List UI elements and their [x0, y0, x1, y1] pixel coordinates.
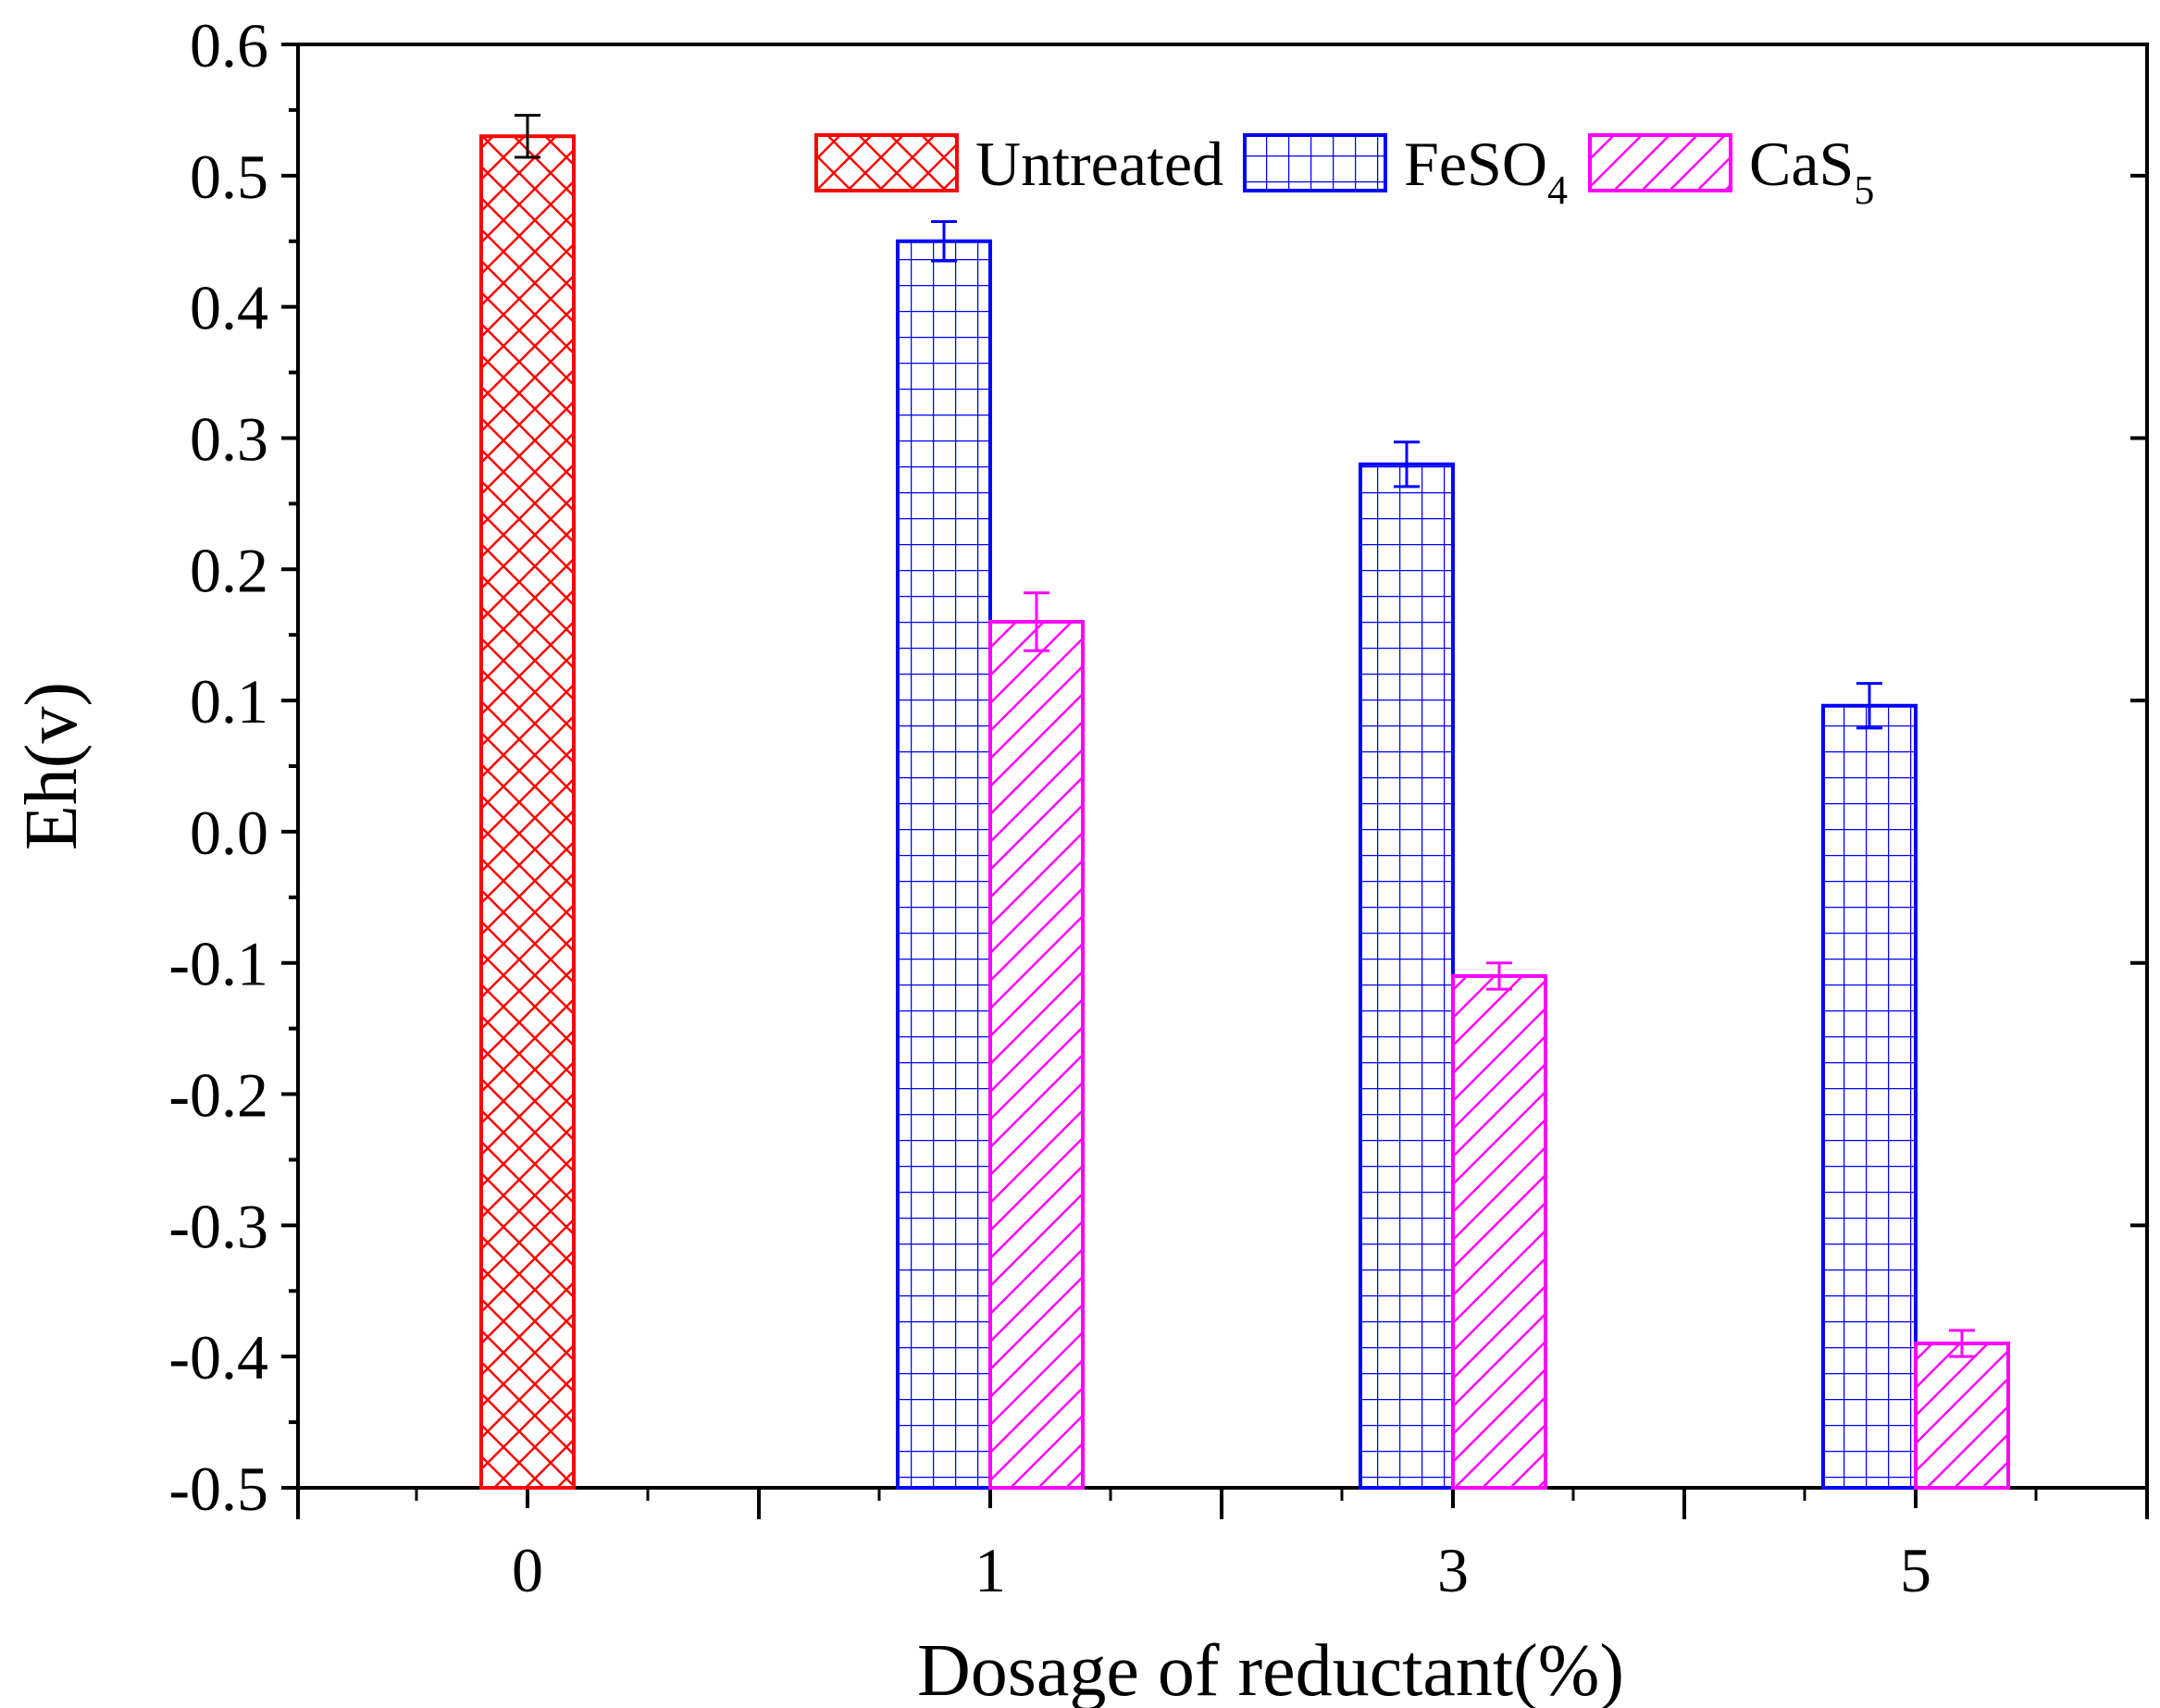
- y-tick-label: -0.5: [168, 1454, 268, 1524]
- y-tick-label: 0.3: [190, 403, 268, 474]
- y-tick-label: 0.6: [190, 10, 268, 80]
- y-tick-label: -0.1: [168, 929, 268, 999]
- legend-swatch-untreated: [814, 133, 959, 192]
- y-tick-label: -0.2: [168, 1060, 268, 1131]
- legend-swatch-feso4: [1243, 133, 1387, 192]
- legend-label-cas5: CaS5: [1749, 129, 1874, 213]
- legend-swatch-cas5: [1588, 133, 1732, 192]
- x-tick-label: 3: [1437, 1535, 1469, 1605]
- bar-feso4-5: [1821, 703, 1918, 1490]
- bar-cas5-5: [1914, 1342, 2010, 1490]
- x-axis-ticks: 0 1 3 5: [296, 1488, 2149, 1605]
- y-axis-ticks: -0.5 -0.4 -0.3 -0.2 -0.1 0.0 0.1 0.2 0.3 0.4 0.5 0.…: [168, 10, 2147, 1524]
- y-axis-title: Eh(v): [11, 682, 93, 850]
- x-tick-label: 5: [1900, 1535, 1931, 1605]
- bar-feso4-3: [1359, 462, 1455, 1490]
- y-tick-label: 0.5: [190, 142, 268, 212]
- y-tick-label: 0.2: [190, 535, 268, 605]
- bar-untreated-0: [479, 134, 576, 1491]
- y-tick-label: -0.4: [168, 1322, 268, 1392]
- error-bars: [515, 114, 1975, 1358]
- legend-label-untreated: Untreated: [975, 129, 1223, 199]
- y-tick-label: 0.4: [190, 273, 268, 343]
- bar-feso4-1: [896, 239, 992, 1490]
- y-tick-label: 0.0: [190, 798, 268, 868]
- x-tick-label: 0: [512, 1535, 543, 1605]
- x-tick-label: 1: [974, 1535, 1006, 1605]
- legend-label-feso4: FeSO4: [1404, 129, 1568, 213]
- y-tick-label: 0.1: [190, 666, 268, 736]
- y-tick-label: -0.3: [168, 1191, 268, 1261]
- bars: [479, 134, 2010, 1491]
- legend: Untreated FeSO4 CaS5: [814, 129, 1874, 213]
- bar-cas5-1: [988, 620, 1085, 1490]
- bar-cas5-3: [1451, 973, 1547, 1490]
- x-axis-title: Dosage of reductant(%): [917, 1630, 1624, 1708]
